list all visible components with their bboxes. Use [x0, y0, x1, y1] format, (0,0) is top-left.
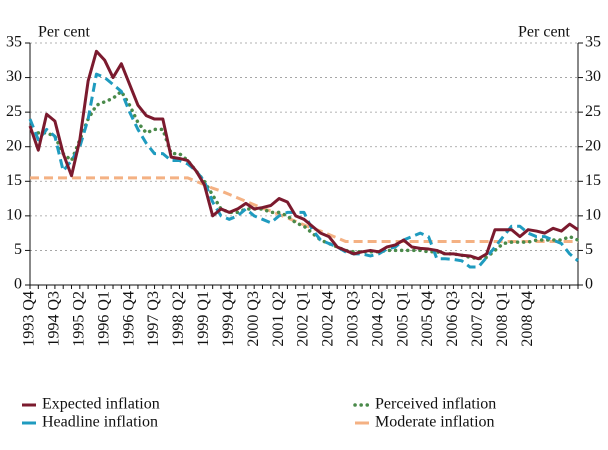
x-tick-label: 1997 Q3 — [145, 291, 162, 347]
x-tick-label: 2005 Q4 — [419, 291, 436, 347]
x-tick-label: 2003 Q3 — [344, 291, 361, 347]
x-tick-label: 1994 Q3 — [46, 291, 63, 347]
x-tick-label: 1998 Q2 — [170, 291, 187, 347]
x-tick-label: 2002 Q1 — [295, 291, 312, 347]
y-tick-label: 30 — [6, 68, 22, 85]
x-tick-label: 2007 Q2 — [469, 291, 486, 347]
series-line — [30, 176, 578, 243]
series-line — [36, 89, 580, 261]
legend-label: Perceived inflation — [375, 396, 496, 413]
x-tick-label: 1996 Q4 — [120, 291, 137, 347]
x-tick-label: 1996 Q1 — [95, 291, 112, 347]
series-line — [28, 72, 579, 269]
x-tick-label: 2001 Q2 — [270, 291, 287, 347]
y2-tick-label: 25 — [585, 103, 601, 120]
x-tick-label: 2008 Q1 — [494, 291, 511, 347]
y2-tick-label: 10 — [585, 207, 601, 224]
legend-label: Headline inflation — [42, 414, 158, 431]
x-tick-label: 2006 Q3 — [444, 291, 461, 347]
y-axis-label: Per cent — [38, 24, 91, 41]
x-tick-label: 1999 Q1 — [195, 291, 212, 347]
x-tick-label: 2005 Q1 — [394, 291, 411, 347]
y-tick-label: 25 — [6, 103, 22, 120]
x-tick-label: 2004 Q2 — [369, 291, 386, 347]
y2-tick-label: 30 — [585, 68, 601, 85]
x-tick-label: 1999 Q4 — [220, 291, 237, 347]
y2-tick-label: 15 — [585, 172, 601, 189]
y2-tick-label: 20 — [585, 137, 601, 154]
y2-tick-label: 0 — [585, 276, 593, 293]
y-tick-label: 0 — [14, 276, 22, 293]
y-tick-label: 15 — [6, 172, 22, 189]
x-tick-label: 1993 Q4 — [21, 291, 38, 347]
series-line — [28, 49, 579, 261]
y-tick-label: 35 — [6, 34, 22, 51]
x-tick-label: 1995 Q2 — [70, 291, 87, 347]
y2-axis-label: Per cent — [518, 24, 571, 41]
x-tick-label: 2002 Q4 — [320, 291, 337, 347]
y-tick-label: 10 — [6, 207, 22, 224]
legend-label: Expected inflation — [42, 396, 160, 413]
legend-label: Moderate inflation — [375, 414, 495, 431]
y-tick-label: 20 — [6, 137, 22, 154]
y2-tick-label: 35 — [585, 34, 601, 51]
x-tick-label: 2000 Q3 — [245, 291, 262, 347]
y2-tick-label: 5 — [585, 241, 593, 258]
y-tick-label: 5 — [14, 241, 22, 258]
x-tick-label: 2008 Q4 — [519, 291, 536, 347]
